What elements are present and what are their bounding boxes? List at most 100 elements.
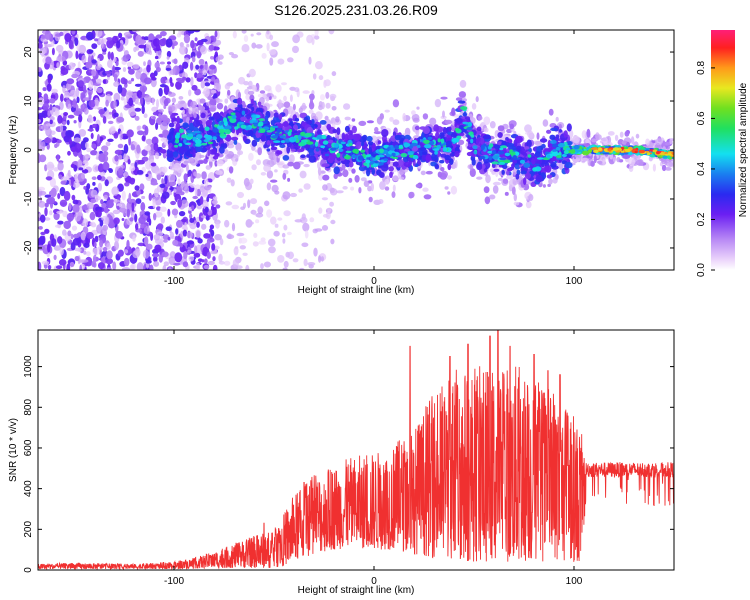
spectrogram-cell: [191, 205, 195, 210]
spectrogram-cell: [200, 112, 206, 119]
spectrogram-cell: [440, 167, 445, 172]
spectrogram-cell: [290, 192, 297, 198]
spectrogram-cell: [202, 69, 207, 76]
spectrogram-cell: [220, 143, 226, 148]
spectrogram-cell: [282, 191, 291, 200]
spectrogram-cell: [310, 112, 317, 120]
spectrogram-cell: [187, 133, 194, 138]
spectrogram-cell: [193, 30, 201, 33]
spectrogram-cell: [331, 106, 337, 111]
spectrogram-cell: [91, 176, 97, 180]
spectrogram-cell: [57, 115, 63, 124]
spectrogram-cell: [392, 184, 396, 192]
spectrogram-cell: [214, 234, 222, 241]
spectrogram-cell: [279, 135, 287, 139]
spectrogram-cell: [480, 144, 485, 151]
spectrogram-cell: [342, 169, 349, 178]
spectrogram-cell: [273, 230, 280, 237]
spectrogram-cell: [136, 144, 141, 154]
spectrogram-cell: [282, 164, 290, 169]
spectrogram-cell: [329, 201, 334, 207]
spectrogram-cell: [83, 250, 87, 255]
spectrogram-cell: [195, 173, 202, 179]
spectrogram-cell: [168, 173, 176, 183]
spectrogram-cell: [586, 128, 591, 138]
spectrogram-cell: [377, 140, 382, 145]
spectrogram-cell: [83, 186, 87, 190]
spectrogram-cell: [59, 247, 64, 256]
spectrogram-cell: [106, 250, 113, 260]
spectrogram-cell: [123, 171, 129, 177]
spectrogram-cell: [90, 198, 97, 204]
spectrogram-cell: [299, 267, 305, 270]
spectrogram-cell: [541, 143, 546, 149]
spectrogram-cell: [403, 142, 411, 147]
spectrogram-cell: [178, 30, 182, 36]
spectrogram-cell: [218, 128, 225, 135]
spectrogram-cell: [330, 188, 338, 196]
spectrogram-cell: [132, 63, 140, 69]
spectrogram-cell: [307, 262, 316, 266]
spectrogram-cell: [122, 67, 127, 72]
spectrogram-cell: [123, 143, 129, 154]
spectrogram-cell: [329, 93, 337, 100]
spectrogram-cell: [497, 125, 505, 132]
spectrogram-cell: [299, 170, 307, 179]
spectrogram-cell: [88, 92, 92, 100]
spectrogram-cell: [113, 66, 121, 71]
spectrogram-cell: [390, 147, 395, 151]
spectrogram-cell: [190, 183, 196, 188]
spectrogram-cell: [209, 64, 216, 70]
spectrogram-cell: [178, 146, 186, 155]
spectrogram-cell: [159, 149, 167, 154]
spectrogram-cell: [213, 112, 221, 120]
spectrogram-cell: [368, 196, 373, 203]
spectrogram-cell: [193, 245, 198, 254]
spectrogram-cell: [91, 43, 98, 49]
spectrogram-cell: [258, 121, 264, 127]
spectrogram-cell: [451, 138, 460, 143]
spectrogram-cell: [160, 216, 165, 224]
spectrogram-cell: [278, 113, 283, 120]
spectrogram-cell: [338, 133, 343, 138]
spectrogram-cell: [277, 58, 285, 65]
spectrogram-cell: [68, 138, 73, 146]
spectrogram-cell: [137, 130, 144, 136]
spectrogram-cell: [384, 109, 390, 113]
spectrogram-cell: [105, 99, 109, 107]
spectrogram-cell: [234, 126, 239, 130]
spectrogram-cell: [96, 64, 101, 71]
spectrogram-cell: [616, 157, 621, 163]
spectrogram-cell: [79, 264, 83, 270]
spectrogram-cell: [50, 187, 57, 198]
spectrogram-cell: [412, 155, 419, 160]
spectrogram-cell: [248, 68, 256, 78]
spectrogram-cell: [318, 207, 323, 214]
spectrogram-cell: [183, 123, 190, 128]
spectrogram-cell: [266, 30, 270, 35]
spectrogram-cell: [58, 259, 67, 266]
spectrogram-cell: [409, 191, 415, 199]
spectrogram-cell: [186, 43, 190, 48]
spectrogram-cell: [63, 220, 71, 230]
spectrogram-cell: [550, 127, 558, 132]
spectrogram-cell: [233, 139, 238, 145]
spectrogram-cell: [666, 161, 674, 167]
spectrogram-cell: [199, 65, 204, 69]
spectrogram-cell: [119, 130, 123, 141]
spectrogram-cell: [120, 96, 125, 101]
spectrogram-cell: [70, 176, 74, 187]
spectrogram-cell: [377, 154, 385, 158]
spectrogram-cell: [430, 153, 437, 161]
spectrogram-cell: [96, 87, 103, 94]
spectrogram-cell: [203, 178, 209, 187]
spectrogram-cell: [174, 252, 183, 263]
spectrogram-cell: [38, 42, 43, 49]
spectrogram-cell: [44, 228, 50, 234]
spectrogram-cell: [42, 87, 47, 92]
spectrogram-cell: [303, 163, 310, 168]
spectrogram-cell: [239, 245, 246, 250]
spectrogram-cell: [202, 91, 210, 95]
spectrogram-cell: [527, 130, 534, 139]
spectrogram-cell: [161, 178, 165, 185]
